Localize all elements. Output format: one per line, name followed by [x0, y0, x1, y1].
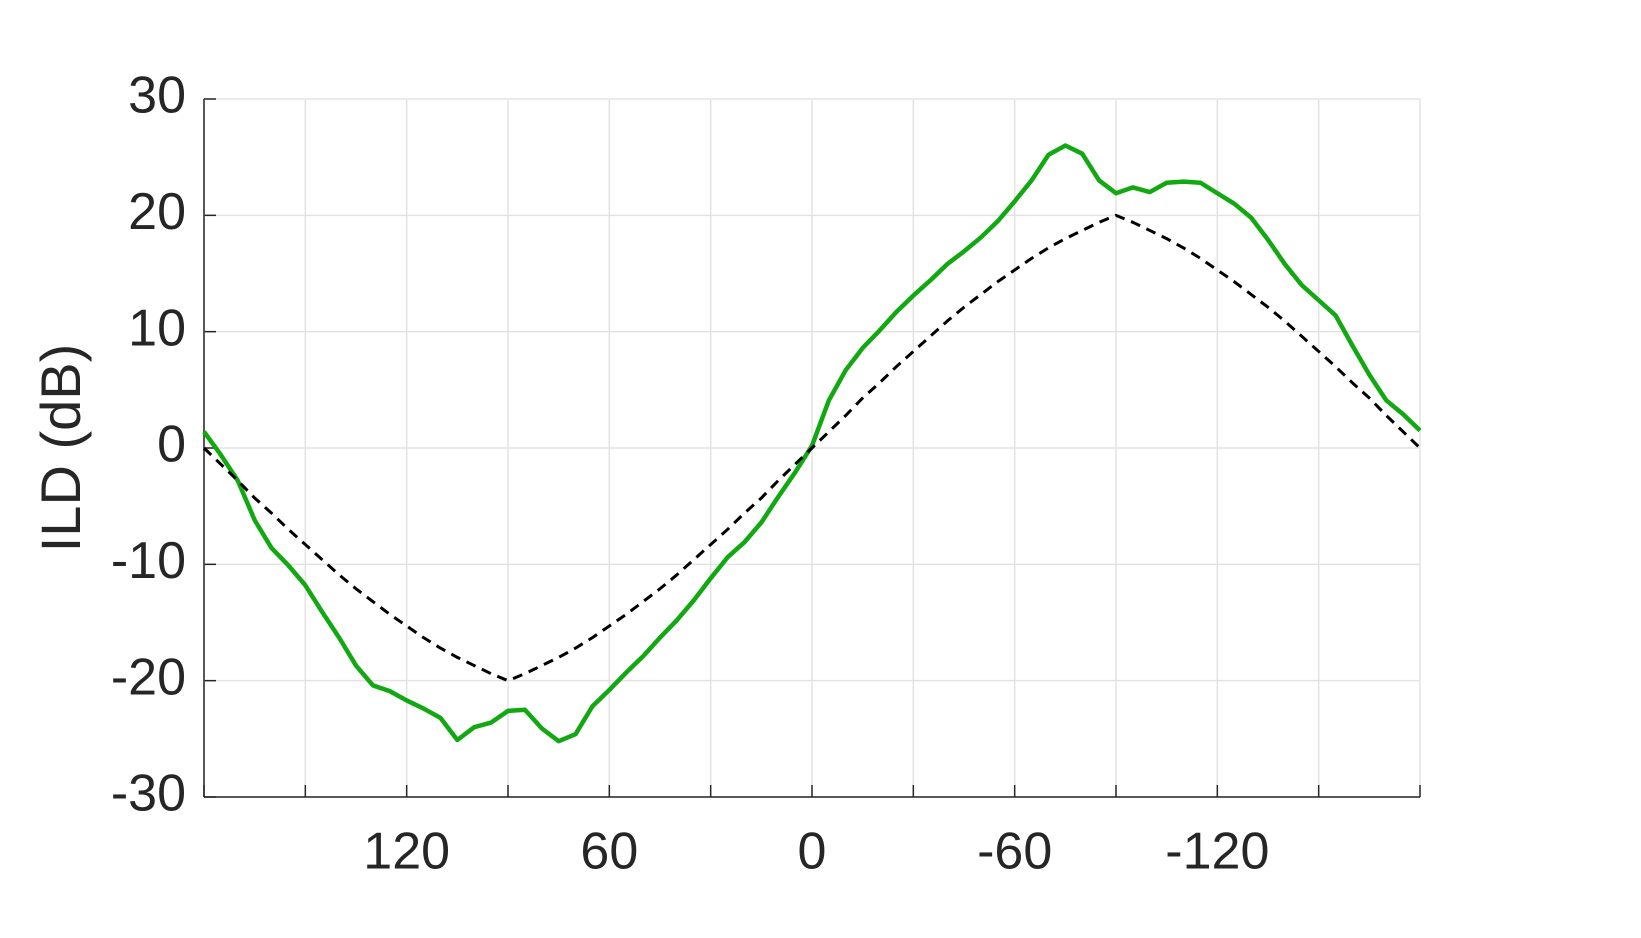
y-tick-label: -30	[111, 765, 186, 823]
data-line	[202, 143, 1422, 744]
y-tick-label: 30	[128, 67, 186, 125]
y-tick-label: 10	[128, 299, 186, 357]
x-tick-label: 0	[798, 823, 827, 881]
x-tick-label: -120	[1165, 823, 1269, 881]
y-tick-label: -10	[111, 532, 186, 590]
x-tick-label: -60	[977, 823, 1052, 881]
y-tick-label: -20	[111, 648, 186, 706]
y-axis-label: ILD (dB)	[29, 344, 92, 553]
y-tick-label: 0	[157, 416, 186, 474]
y-tick-label: 20	[128, 183, 186, 241]
x-tick-label: 60	[580, 823, 638, 881]
x-tick-label: 120	[363, 823, 450, 881]
data-line	[202, 213, 1422, 683]
